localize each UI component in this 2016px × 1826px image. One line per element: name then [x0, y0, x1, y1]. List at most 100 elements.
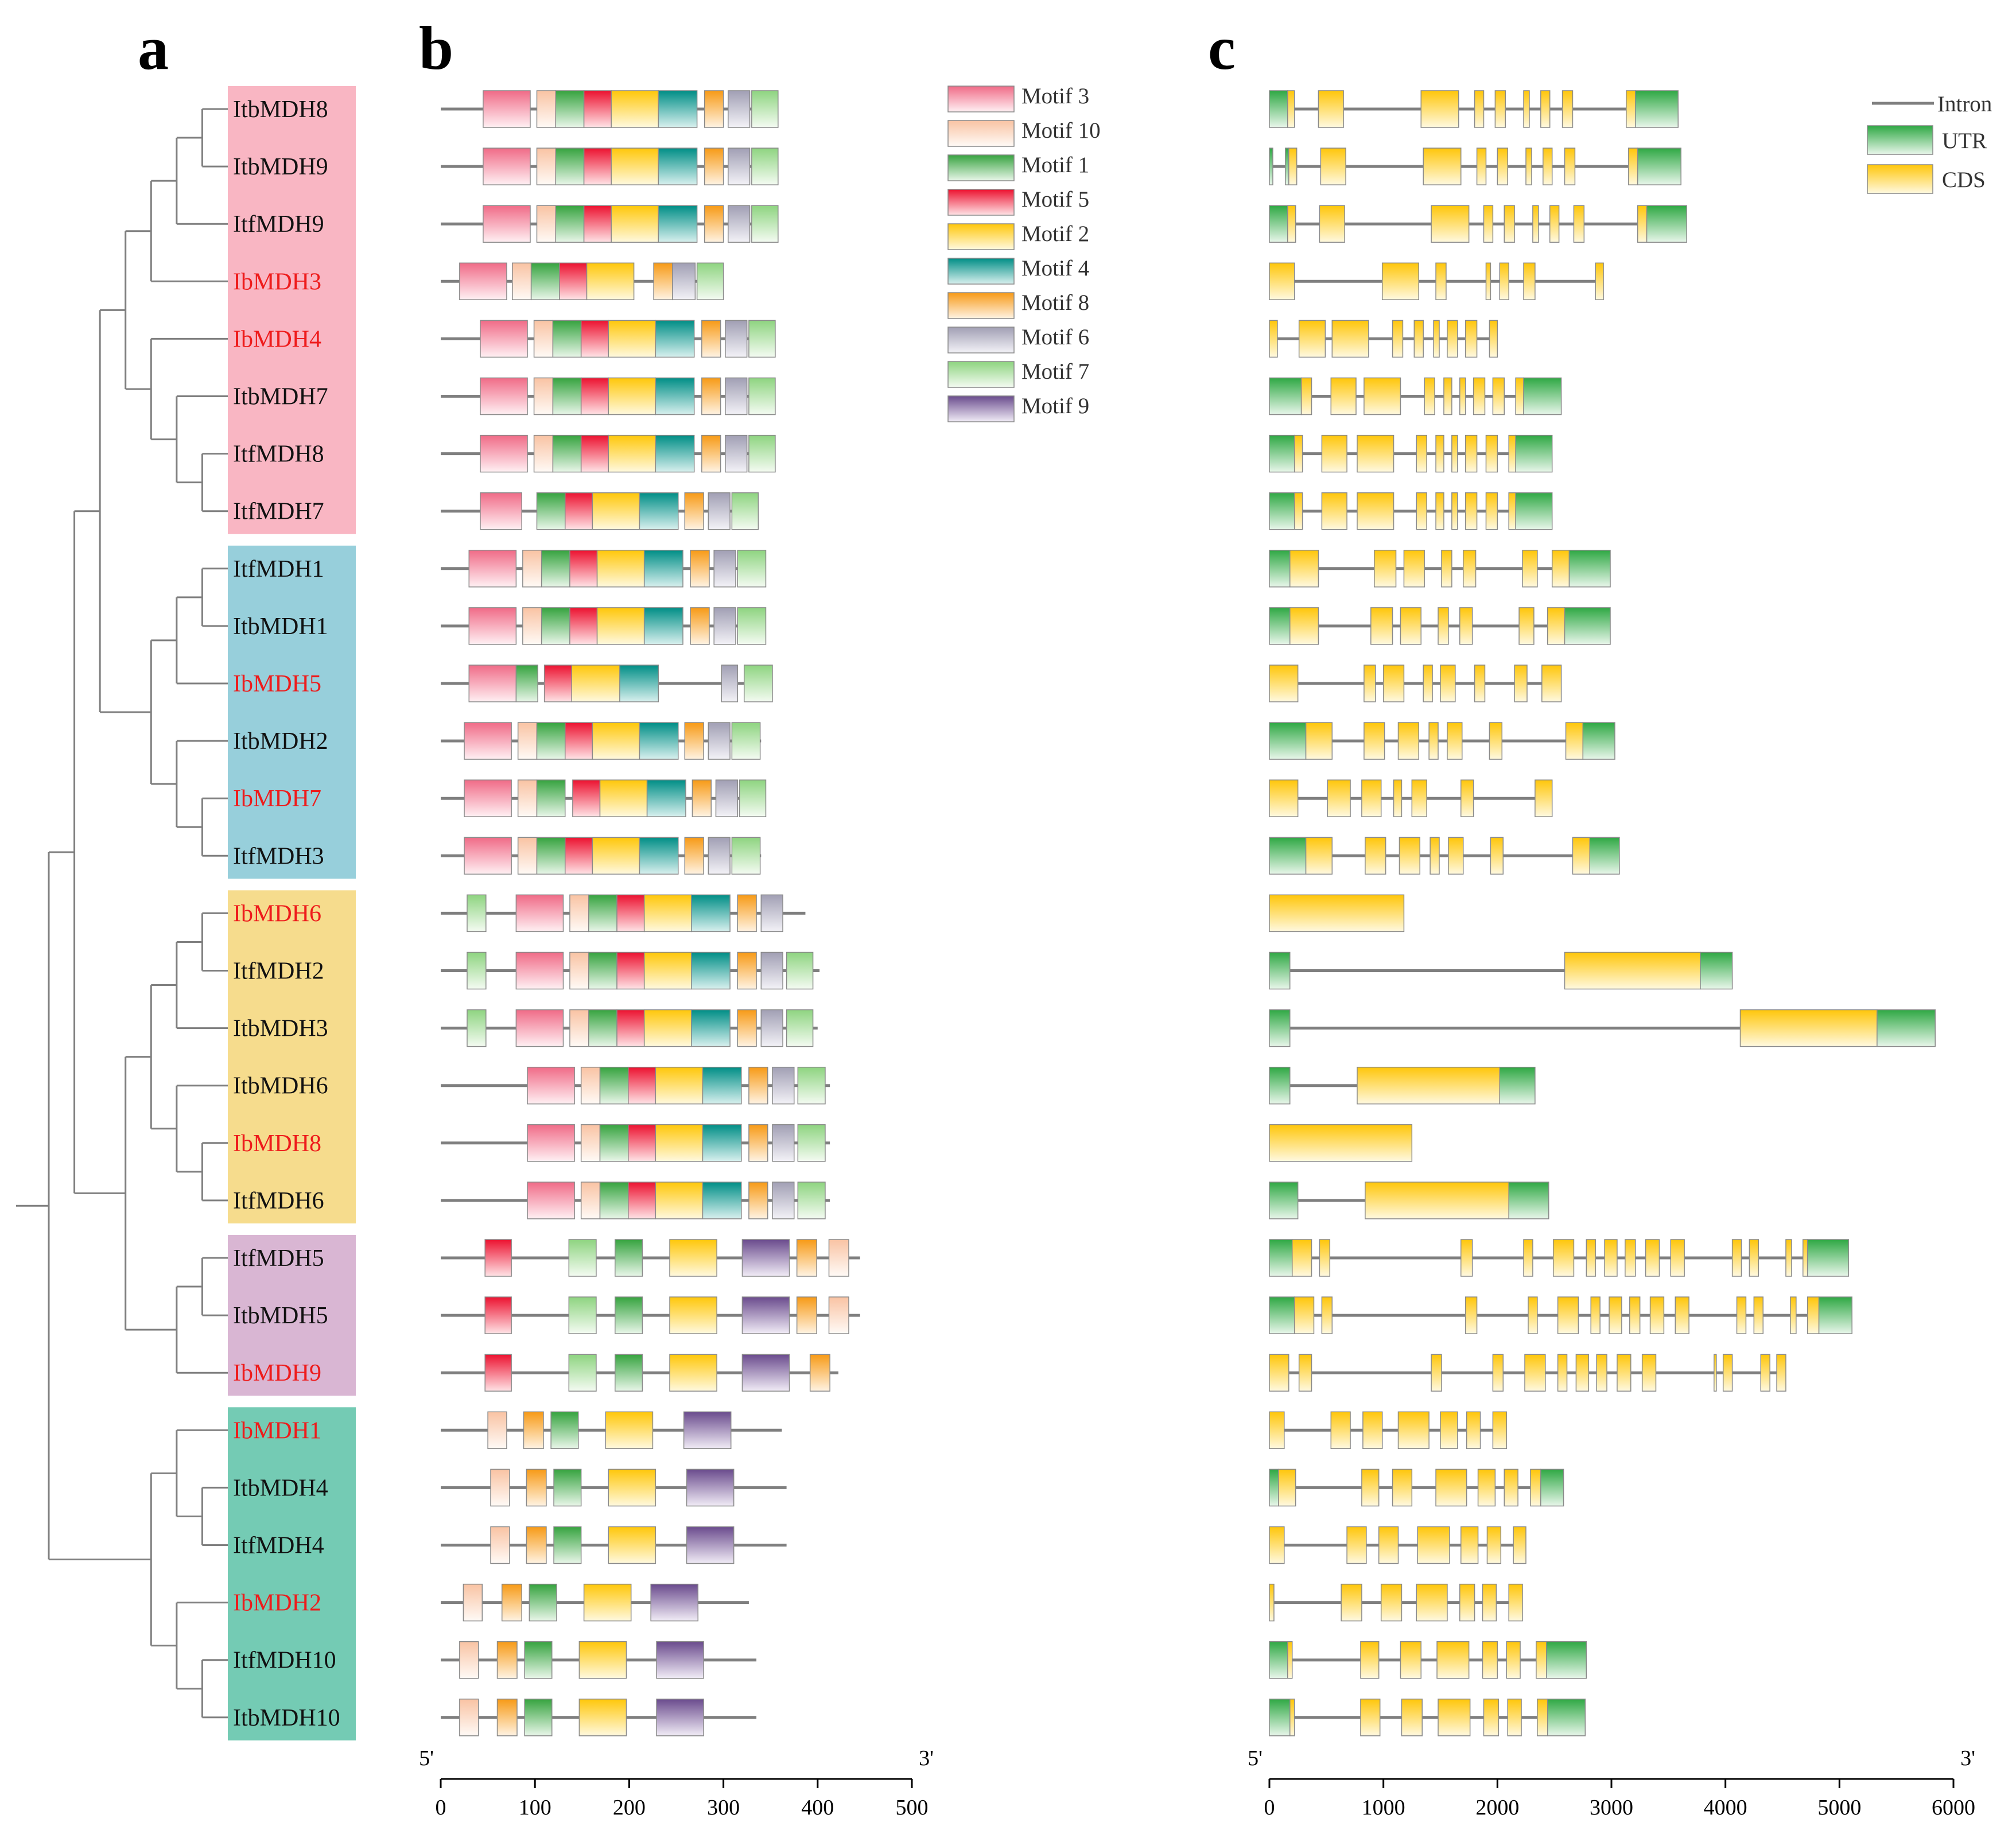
- motif-5-box: [543, 665, 572, 702]
- motif-7-box: [731, 837, 761, 875]
- motif-6-box: [772, 1124, 795, 1162]
- utr-segment: [1546, 1641, 1587, 1679]
- cds-segment: [1400, 607, 1421, 645]
- motif-2-box: [669, 1296, 717, 1334]
- cds-segment: [1357, 492, 1395, 530]
- cds-segment: [1269, 262, 1295, 301]
- motif-1-box: [536, 837, 566, 875]
- motif-tick-label: 200: [613, 1796, 646, 1820]
- cds-segment: [1269, 1411, 1285, 1450]
- motif-3-box: [464, 722, 512, 760]
- utr-segment: [1269, 147, 1273, 185]
- gene-label: ItfMDH5: [233, 1245, 324, 1272]
- motif-1-box: [530, 262, 560, 301]
- motif-4-box: [691, 894, 731, 933]
- motif-2-box: [669, 1354, 717, 1392]
- utr-segment: [1818, 1296, 1852, 1334]
- cds-segment: [1492, 1354, 1504, 1392]
- motif-8-box: [737, 894, 757, 933]
- cds-segment: [1514, 665, 1528, 702]
- motif-3-box: [468, 550, 517, 588]
- cds-segment: [1293, 434, 1303, 473]
- cds-segment: [1625, 1239, 1636, 1277]
- motif-6-box: [715, 779, 738, 817]
- utr-segment: [1269, 1699, 1291, 1736]
- legend-label-motif-4: Motif 4: [1021, 256, 1089, 281]
- utr-segment: [1269, 377, 1302, 415]
- cds-segment: [1380, 1583, 1403, 1622]
- motif-3-box: [527, 1066, 575, 1105]
- motif-8-box: [684, 837, 704, 875]
- utr-segment: [1269, 951, 1291, 990]
- motif-4-box: [702, 1066, 742, 1105]
- cds-segment: [1540, 90, 1551, 128]
- motif-7-box: [737, 550, 767, 588]
- motif-1-box: [588, 894, 617, 933]
- motif-1-box: [555, 147, 585, 185]
- motif-10-box: [828, 1239, 849, 1277]
- cds-segment: [1451, 434, 1458, 473]
- cds-segment: [1609, 1296, 1622, 1334]
- motif-9-box: [686, 1468, 735, 1507]
- motif-5-box: [583, 205, 612, 243]
- cds-segment: [1364, 722, 1385, 760]
- group-teal-background: [228, 1407, 356, 1740]
- cds-segment: [1321, 492, 1347, 530]
- cds-segment: [1438, 1699, 1471, 1736]
- motif-4-box: [639, 722, 679, 760]
- utr-segment: [1269, 837, 1307, 875]
- motif-7-box: [731, 722, 761, 760]
- motif-5-box: [580, 434, 609, 473]
- cds-segment: [1492, 377, 1505, 415]
- motif-4-box: [639, 492, 679, 530]
- cds-segment: [1557, 1296, 1579, 1334]
- motif-4-box: [639, 837, 679, 875]
- cds-segment: [1327, 779, 1351, 817]
- cds-segment: [1557, 1354, 1568, 1392]
- gene-label: ItfMDH7: [233, 499, 324, 525]
- cds-segment: [1790, 1296, 1797, 1334]
- motif-8-box: [684, 492, 704, 530]
- utr-segment: [1285, 147, 1289, 185]
- motif-2-box: [655, 1124, 704, 1162]
- utr-segment: [1269, 205, 1288, 243]
- motif-5-box: [628, 1124, 657, 1162]
- utr-segment: [1269, 434, 1295, 473]
- motif-8-box: [748, 1124, 768, 1162]
- motif-10-box: [517, 779, 538, 817]
- motif-1-box: [552, 377, 582, 415]
- cds-segment: [1447, 320, 1458, 358]
- motif-3-box: [480, 434, 528, 473]
- motif-7-box: [748, 320, 776, 358]
- gene-structure-panel: [1269, 90, 1936, 1736]
- motif-2-box: [669, 1239, 717, 1277]
- cds-segment: [1305, 722, 1333, 760]
- motif-4-box: [658, 90, 698, 128]
- group-purple-background: [228, 1235, 356, 1396]
- motif-1-box: [599, 1182, 629, 1219]
- motif-10-box: [569, 1009, 589, 1047]
- motif-4-box: [702, 1124, 742, 1162]
- motif-7-box: [731, 492, 759, 530]
- utr-segment: [1582, 722, 1615, 760]
- motif-7-box: [797, 1124, 826, 1162]
- motif-5-box: [628, 1182, 657, 1219]
- gene-label: ItbMDH10: [233, 1705, 340, 1731]
- legend-utr-swatch: [1867, 125, 1933, 155]
- cds-segment: [1506, 1641, 1521, 1679]
- motif-4-box: [643, 550, 683, 588]
- cds-segment: [1753, 1296, 1763, 1334]
- utr-segment: [1877, 1009, 1936, 1047]
- motif-4-box: [655, 434, 695, 473]
- cds-segment: [1731, 1239, 1742, 1277]
- cds-segment: [1431, 1354, 1442, 1392]
- cds-segment: [1291, 1239, 1312, 1277]
- cds-segment: [1269, 320, 1278, 358]
- structure-five-prime-label: 5': [1248, 1746, 1263, 1770]
- motif-10-box: [459, 1699, 479, 1736]
- motif-5-box: [628, 1066, 657, 1105]
- motif-6-box: [728, 90, 751, 128]
- motif-4-box: [646, 779, 686, 817]
- motif-legend: Motif 3 Motif 10 Motif 1 Motif 5 Motif 2 Moti…: [947, 84, 1101, 422]
- motif-2-box: [608, 1526, 657, 1564]
